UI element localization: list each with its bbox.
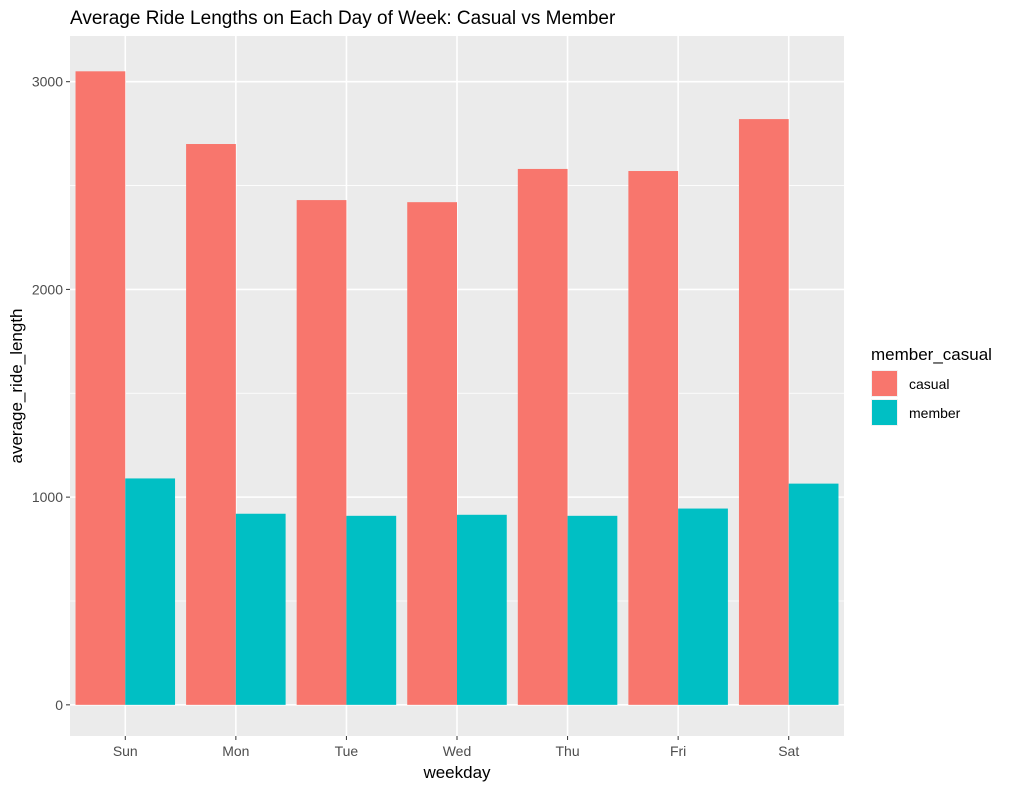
legend-swatch-member [872, 400, 897, 425]
legend: member_casual casual member [871, 345, 992, 426]
legend-title: member_casual [871, 345, 992, 364]
x-tick-label-tue: Tue [335, 743, 359, 759]
y-axis-ticks: 0 1000 2000 3000 [32, 74, 70, 713]
legend-label-casual: casual [909, 376, 949, 392]
x-axis-title: weekday [422, 763, 491, 782]
x-axis-ticks: Sun Mon Tue Wed Thu Fri Sat [113, 736, 799, 759]
bar-casual-thu [517, 168, 568, 705]
y-tick-label: 3000 [32, 74, 63, 90]
bar-member-tue [346, 515, 397, 705]
bar-casual-tue [296, 200, 347, 705]
x-tick-label-fri: Fri [670, 743, 686, 759]
bar-member-sat [788, 483, 839, 705]
y-tick-label: 0 [55, 697, 63, 713]
legend-swatch-casual [872, 371, 897, 396]
bar-casual-mon [186, 144, 236, 705]
y-tick-label: 2000 [32, 281, 63, 297]
y-axis-title: average_ride_length [7, 308, 26, 463]
bar-casual-sun [75, 71, 126, 705]
bar-member-fri [678, 508, 728, 705]
chart-title: Average Ride Lengths on Each Day of Week… [70, 8, 616, 29]
bar-member-mon [235, 513, 286, 705]
x-tick-label-thu: Thu [556, 743, 580, 759]
bar-casual-fri [628, 171, 679, 705]
legend-label-member: member [909, 405, 961, 421]
x-tick-label-mon: Mon [222, 743, 249, 759]
x-tick-label-wed: Wed [443, 743, 472, 759]
bar-member-sun [125, 478, 176, 705]
x-tick-label-sun: Sun [113, 743, 138, 759]
bar-member-thu [567, 515, 618, 705]
legend-items: casual member [871, 370, 961, 426]
bar-casual-wed [407, 202, 457, 705]
bar-member-wed [457, 514, 507, 705]
x-tick-label-sat: Sat [778, 743, 799, 759]
y-tick-label: 1000 [32, 489, 63, 505]
bars [75, 71, 839, 705]
bar-casual-sat [738, 119, 789, 705]
